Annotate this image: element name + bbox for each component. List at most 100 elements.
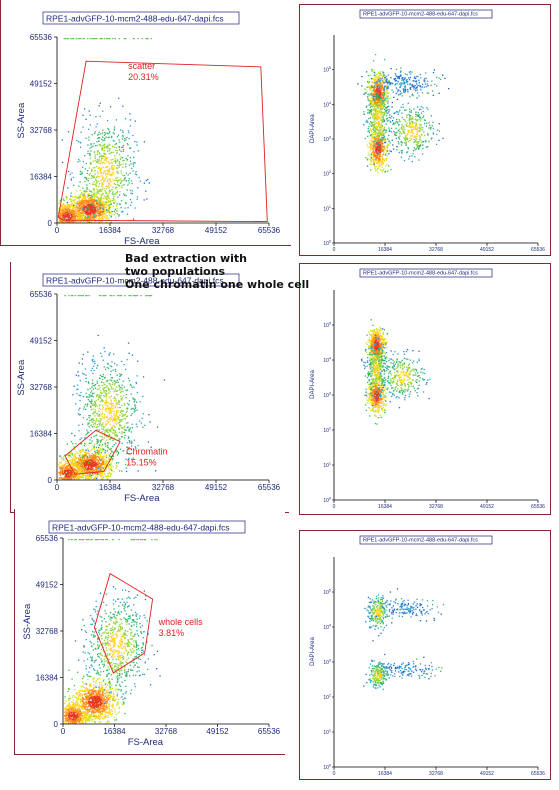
data-point [87,388,89,391]
data-point [91,471,93,473]
data-point [79,204,81,207]
data-point [108,136,110,138]
data-point [376,161,378,164]
data-point [410,111,412,113]
data-point [383,120,386,122]
data-point [84,180,86,183]
data-point [418,159,420,161]
data-point [89,465,91,467]
data-point [385,112,387,114]
data-point [369,103,372,105]
data-point [110,211,112,213]
data-point [71,459,74,461]
data-point [119,203,121,205]
data-point [80,202,83,204]
data-point [105,206,108,208]
data-point [413,80,415,82]
data-point [92,426,94,428]
data-point [110,472,112,475]
data-point [103,195,105,197]
data-point [75,443,77,445]
data-point [124,207,126,209]
data-point [89,154,91,157]
data-point [76,393,78,395]
data-point [96,180,98,182]
data-point [385,101,387,103]
data-point [70,441,73,443]
data-point [113,140,115,142]
data-point [406,134,408,136]
data-point [101,199,103,201]
data-point [103,197,105,200]
data-point [133,151,135,153]
data-point [71,202,73,204]
data-point [427,133,429,135]
data-point [85,478,87,480]
data-point [375,81,377,83]
data-point [419,120,422,122]
data-point [369,128,371,130]
data-point [110,203,112,205]
data-point [380,92,382,94]
data-point [370,93,373,95]
data-point [102,469,104,472]
data-point [378,99,381,101]
data-point [86,478,88,480]
data-point [97,192,99,194]
data-point [109,424,112,426]
data-point [384,119,386,121]
data-point [396,111,398,113]
data-point [87,180,89,182]
data-point [376,113,378,115]
data-point [416,106,419,108]
data-point [404,73,407,75]
data-point [114,208,116,210]
data-point [370,140,373,143]
data-point [105,423,107,425]
saturation-point [75,38,78,40]
data-point [124,177,126,179]
data-point [378,158,380,161]
data-point [109,465,111,467]
data-point [88,205,91,207]
data-point [371,114,373,116]
data-point [78,459,80,461]
data-point [92,206,94,208]
data-point [109,206,111,208]
data-point [372,141,374,143]
data-point [401,79,403,81]
data-point [370,97,372,99]
data-point [380,129,383,131]
data-point [398,119,400,121]
data-point [132,170,134,172]
data-point [77,477,79,479]
data-point [90,218,93,220]
data-point [115,402,117,404]
gate-polygon[interactable] [57,60,268,223]
data-point [92,478,95,480]
data-point [78,200,80,202]
data-point [417,127,419,130]
data-point [123,403,125,405]
data-point [367,121,369,123]
data-point [102,455,104,458]
data-point [401,142,403,144]
data-point [108,207,111,209]
data-point [373,137,375,139]
data-point [70,200,72,203]
data-point [379,84,381,87]
data-point [131,182,133,185]
data-point [81,198,83,200]
data-point [128,447,130,449]
data-point [109,214,111,216]
data-point [86,190,89,193]
data-point [368,112,370,114]
data-point [116,433,118,436]
data-point [82,199,84,201]
data-point [93,193,95,195]
data-point [87,457,89,460]
data-point [84,217,86,219]
data-point [102,459,104,461]
data-point [100,212,102,214]
data-point [104,146,106,148]
